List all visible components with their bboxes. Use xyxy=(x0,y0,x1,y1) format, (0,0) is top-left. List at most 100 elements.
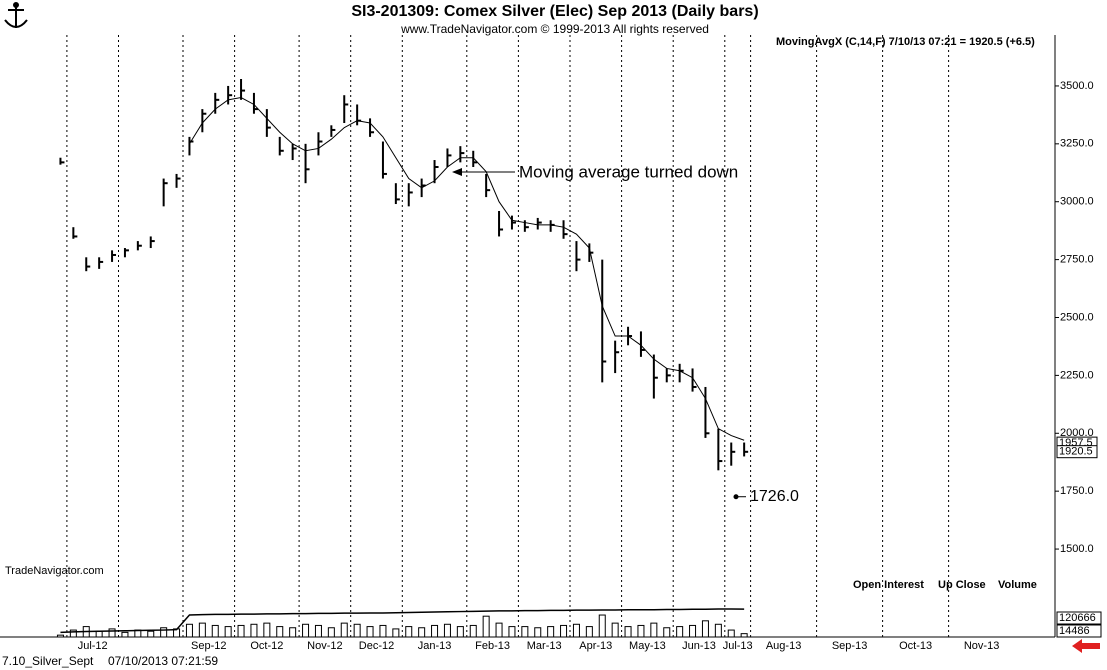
y-tick-label: 1500.0 xyxy=(1060,543,1094,555)
x-tick-label: Oct-12 xyxy=(250,640,283,652)
price-label: 1920.5 xyxy=(1059,446,1093,458)
y-tick-label: 2250.0 xyxy=(1060,369,1094,381)
x-tick-label: Sep-12 xyxy=(191,640,226,652)
volume-bar xyxy=(560,624,568,638)
volume-label: 120666 xyxy=(1059,612,1096,624)
y-tick-label: 3000.0 xyxy=(1060,196,1094,208)
volume-bar xyxy=(456,626,464,638)
volume-bar xyxy=(611,622,619,638)
y-tick-label: 1750.0 xyxy=(1060,485,1094,497)
scroll-arrow[interactable] xyxy=(1072,639,1100,653)
volume-bar xyxy=(676,626,684,638)
x-tick-label: Jul-13 xyxy=(723,640,753,652)
volume-bar xyxy=(327,627,335,638)
volume-bar xyxy=(521,626,529,638)
volume-bar xyxy=(740,633,748,638)
volume-bar xyxy=(211,624,219,638)
volume-bar xyxy=(701,620,709,638)
chart-subtitle: www.TradeNavigator.com © 1999-2013 All r… xyxy=(400,22,709,36)
logo xyxy=(4,2,28,28)
volume-bar xyxy=(727,629,735,638)
x-tick-label: Jul-12 xyxy=(78,640,108,652)
y-tick-label: 3500.0 xyxy=(1060,80,1094,92)
x-tick-label: Nov-13 xyxy=(964,640,999,652)
y-tick-label: 2750.0 xyxy=(1060,254,1094,266)
volume-bar xyxy=(147,630,155,638)
y-tick-label: 3250.0 xyxy=(1060,138,1094,150)
x-tick-label: Aug-13 xyxy=(766,640,801,652)
volume-bar xyxy=(198,622,206,638)
volume-bar xyxy=(353,623,361,638)
volume-bar xyxy=(314,624,322,638)
watermark: TradeNavigator.com xyxy=(5,565,104,577)
volume-bar xyxy=(289,627,297,638)
volume-bar xyxy=(121,631,129,638)
volume-label: 14486 xyxy=(1059,625,1090,637)
x-tick-label: Jun-13 xyxy=(682,640,716,652)
volume-bar xyxy=(598,614,606,638)
y-tick-label: 2000.0 xyxy=(1060,427,1094,439)
volume-bar xyxy=(714,623,722,638)
footer-time: 07/10/2013 07:21:59 xyxy=(108,654,218,668)
volume-bar xyxy=(160,627,168,638)
legend-label: Up Close xyxy=(938,579,986,591)
volume-bar xyxy=(237,624,245,638)
price-box xyxy=(1056,445,1098,459)
annotation-arrowhead xyxy=(452,168,462,176)
volume-bar xyxy=(69,629,77,638)
y-tick-label: 2500.0 xyxy=(1060,311,1094,323)
volume-bar xyxy=(637,624,645,638)
volume-bar xyxy=(585,626,593,638)
marker-label: 1726.0 xyxy=(750,488,799,505)
volume-bar xyxy=(663,627,671,638)
volume-bar xyxy=(366,626,374,638)
volume-bar xyxy=(392,628,400,638)
x-tick-label: Jan-13 xyxy=(418,640,452,652)
indicator-label: MovingAvgX (C,14,F) 7/10/13 07:21 = 1920… xyxy=(776,36,1035,48)
footer-file: 7.10_Silver_Sept xyxy=(2,654,94,668)
chart-title: SI3-201309: Comex Silver (Elec) Sep 2013… xyxy=(351,3,758,20)
volume-bar xyxy=(431,624,439,638)
volume-bar xyxy=(224,626,232,638)
volume-bar xyxy=(495,622,503,638)
x-tick-label: Apr-13 xyxy=(579,640,612,652)
moving-average xyxy=(189,96,745,441)
volume-bar xyxy=(624,626,632,638)
annotation: Moving average turned down xyxy=(519,162,738,181)
x-tick-label: Oct-13 xyxy=(899,640,932,652)
legend-label: Volume xyxy=(998,579,1037,591)
legend-label: Open Interest xyxy=(853,579,924,591)
volume-bar xyxy=(263,622,271,638)
x-tick-label: Mar-13 xyxy=(527,640,562,652)
x-tick-label: Feb-13 xyxy=(475,640,510,652)
x-tick-label: Dec-12 xyxy=(359,640,394,652)
volume-bar xyxy=(482,615,490,638)
volume-box xyxy=(1056,611,1102,625)
volume-bar xyxy=(547,626,555,638)
volume-bar xyxy=(443,623,451,638)
volume-bar xyxy=(689,624,697,638)
volume-bar xyxy=(95,630,103,638)
volume-bar xyxy=(340,622,348,638)
volume-bar xyxy=(250,623,258,638)
volume-bar xyxy=(108,628,116,638)
volume-bar xyxy=(418,627,426,638)
volume-bar xyxy=(572,623,580,638)
volume-bar xyxy=(379,624,387,638)
x-tick-label: Nov-12 xyxy=(307,640,342,652)
open-interest xyxy=(60,608,745,634)
volume-bar xyxy=(650,622,658,638)
x-tick-label: Sep-13 xyxy=(832,640,867,652)
volume-bar xyxy=(405,626,413,638)
volume-bar xyxy=(185,623,193,638)
volume-bar xyxy=(534,627,542,638)
volume-bar xyxy=(276,626,284,638)
volume-box xyxy=(1056,624,1102,638)
volume-bar xyxy=(302,623,310,638)
x-tick-label: May-13 xyxy=(629,640,666,652)
volume-bar xyxy=(508,626,516,638)
volume-bar xyxy=(56,634,64,638)
volume-bar xyxy=(469,624,477,638)
